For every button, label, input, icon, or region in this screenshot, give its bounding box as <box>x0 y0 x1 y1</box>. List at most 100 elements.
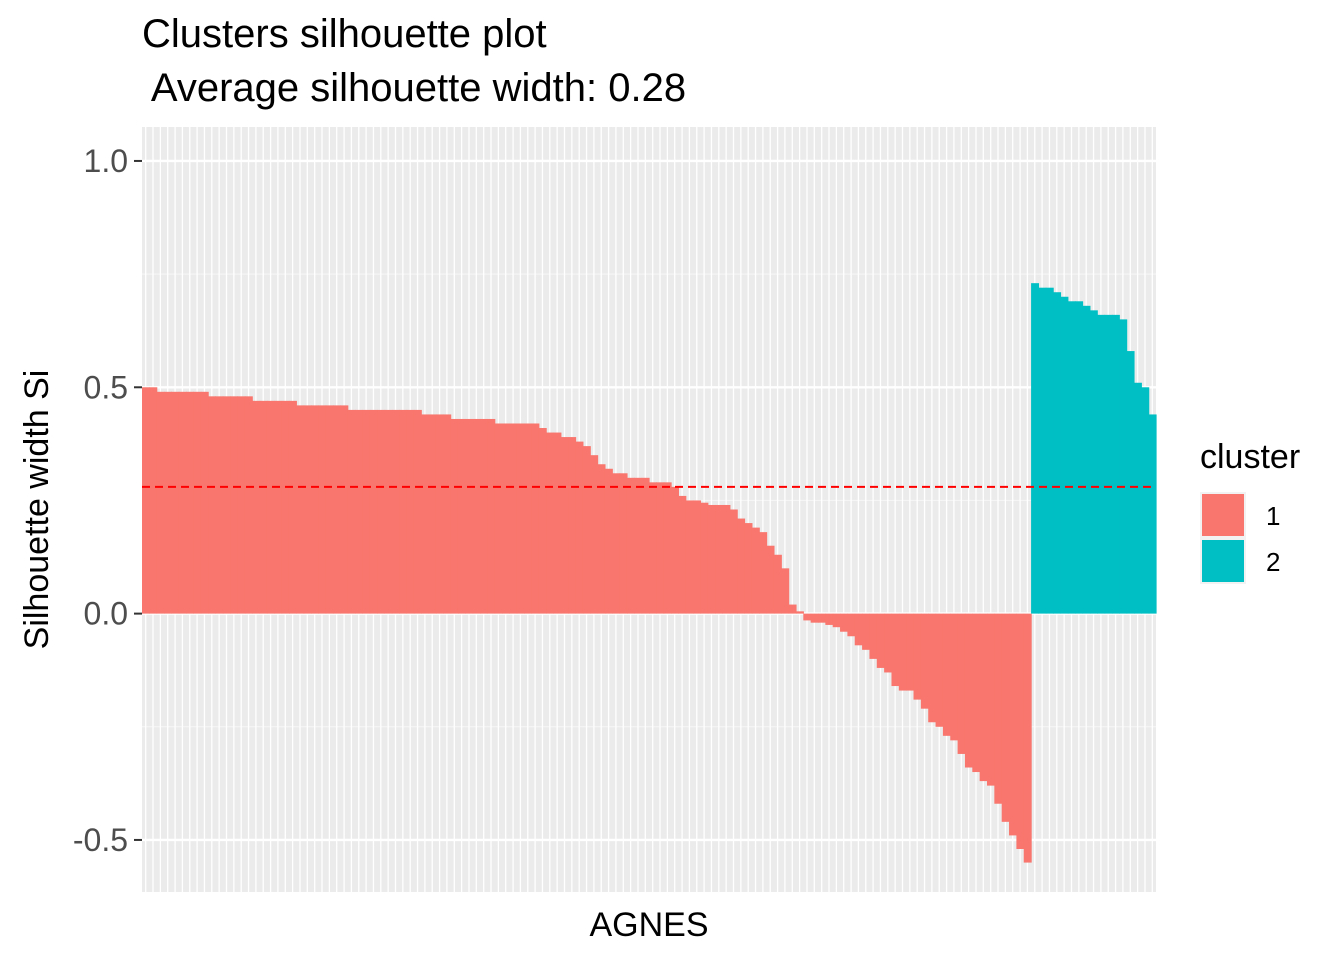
silhouette-bar-cluster-1 <box>355 409 364 614</box>
silhouette-bar-cluster-1 <box>884 613 893 673</box>
silhouette-bar-cluster-1 <box>575 441 584 614</box>
silhouette-bar-cluster-1 <box>854 613 863 646</box>
silhouette-bar-cluster-1 <box>744 523 753 614</box>
silhouette-bar-cluster-1 <box>781 568 790 614</box>
silhouette-bar-cluster-1 <box>590 455 599 614</box>
x-axis-title: AGNES <box>589 906 708 944</box>
silhouette-bar-cluster-1 <box>149 387 158 614</box>
silhouette-bar-cluster-2 <box>1053 292 1062 614</box>
silhouette-bar-cluster-1 <box>538 428 547 614</box>
silhouette-bar-cluster-1 <box>987 613 995 786</box>
legend-key-swatch <box>1202 494 1244 536</box>
silhouette-bar-cluster-2 <box>1126 351 1135 614</box>
silhouette-bar-cluster-1 <box>171 391 180 614</box>
silhouette-bar-cluster-1 <box>964 613 973 768</box>
silhouette-bar-cluster-1 <box>979 613 988 782</box>
silhouette-bar-cluster-1 <box>715 504 724 614</box>
silhouette-bar-cluster-1 <box>524 423 533 614</box>
silhouette-bar-cluster-1 <box>553 432 562 614</box>
silhouette-bar-cluster-2 <box>1119 319 1128 614</box>
silhouette-bar-cluster-1 <box>406 409 415 614</box>
y-tick-label: 0.5 <box>84 369 128 405</box>
silhouette-bar-cluster-1 <box>788 604 797 614</box>
silhouette-bar-cluster-1 <box>906 613 915 691</box>
y-tick-label: -0.5 <box>73 822 128 858</box>
silhouette-bar-cluster-2 <box>1089 310 1098 614</box>
silhouette-bar-cluster-2 <box>1133 382 1142 614</box>
y-tick-label: 1.0 <box>84 143 128 179</box>
silhouette-bar-cluster-1 <box>913 613 922 700</box>
silhouette-bar-cluster-1 <box>840 613 848 632</box>
silhouette-bar-cluster-1 <box>340 405 349 614</box>
silhouette-bar-cluster-1 <box>1016 613 1025 849</box>
silhouette-bar-cluster-1 <box>619 473 628 614</box>
silhouette-bar-cluster-1 <box>347 409 356 614</box>
silhouette-bar-cluster-1 <box>707 504 716 614</box>
bars <box>142 283 1157 863</box>
silhouette-bar-cluster-1 <box>311 405 319 614</box>
silhouette-bar-cluster-1 <box>421 414 430 614</box>
silhouette-bar-cluster-1 <box>288 400 297 614</box>
silhouette-bar-cluster-1 <box>303 405 312 614</box>
legend-title: cluster <box>1200 438 1300 476</box>
silhouette-bar-cluster-1 <box>222 396 231 614</box>
silhouette-bar-cluster-1 <box>656 482 665 614</box>
silhouette-bar-cluster-1 <box>737 518 746 614</box>
silhouette-bar-cluster-1 <box>773 554 782 614</box>
silhouette-bar-cluster-2 <box>1031 283 1040 614</box>
silhouette-bar-cluster-1 <box>803 613 812 621</box>
silhouette-bar-cluster-1 <box>641 477 650 614</box>
silhouette-bar-cluster-1 <box>546 432 555 614</box>
silhouette-bar-cluster-1 <box>164 391 172 614</box>
silhouette-bar-cluster-1 <box>810 613 819 623</box>
silhouette-bar-cluster-1 <box>472 418 481 614</box>
silhouette-bar-cluster-1 <box>465 418 474 614</box>
silhouette-bar-cluster-1 <box>869 613 878 659</box>
silhouette-bar-cluster-1 <box>693 500 702 614</box>
legend-label: 2 <box>1266 547 1280 577</box>
silhouette-bar-cluster-1 <box>480 418 488 614</box>
y-axis-title: Silhouette width Si <box>18 370 56 650</box>
silhouette-bar-cluster-1 <box>847 613 856 637</box>
silhouette-bar-cluster-1 <box>296 405 305 614</box>
silhouette-bar-cluster-1 <box>252 400 261 614</box>
silhouette-bar-cluster-2 <box>1045 287 1054 614</box>
silhouette-bar-cluster-1 <box>369 409 378 614</box>
silhouette-bar-cluster-1 <box>560 437 569 614</box>
silhouette-bar-cluster-1 <box>487 418 496 614</box>
silhouette-bar-cluster-1 <box>281 400 290 614</box>
silhouette-bar-cluster-2 <box>1075 301 1084 614</box>
silhouette-bar-cluster-2 <box>1038 287 1047 614</box>
silhouette-bar-cluster-1 <box>362 409 371 614</box>
silhouette-bar-cluster-1 <box>685 500 694 614</box>
silhouette-bar-cluster-1 <box>391 409 400 614</box>
silhouette-bar-cluster-2 <box>1082 305 1091 614</box>
silhouette-bar-cluster-1 <box>200 391 209 614</box>
y-tick-label: 0.0 <box>84 596 128 632</box>
silhouette-bar-cluster-1 <box>237 396 246 614</box>
chart-title: Clusters silhouette plot <box>142 12 547 56</box>
silhouette-bar-cluster-2 <box>1148 414 1157 614</box>
silhouette-bar-cluster-1 <box>942 613 951 736</box>
silhouette-bar-cluster-1 <box>274 400 283 614</box>
silhouette-bar-cluster-1 <box>193 391 202 614</box>
legend: cluster 1 2 <box>1200 438 1300 584</box>
silhouette-bar-cluster-1 <box>215 396 224 614</box>
silhouette-bar-cluster-1 <box>612 473 621 614</box>
silhouette-bar-cluster-1 <box>377 409 386 614</box>
silhouette-bar-cluster-1 <box>509 423 518 614</box>
silhouette-bar-cluster-1 <box>178 391 187 614</box>
silhouette-bar-cluster-1 <box>634 477 643 614</box>
silhouette-bar-cluster-1 <box>494 423 503 614</box>
silhouette-bar-cluster-1 <box>413 409 422 614</box>
silhouette-bar-cluster-2 <box>1067 301 1076 614</box>
silhouette-bar-cluster-1 <box>729 509 738 614</box>
silhouette-bar-cluster-1 <box>568 437 577 614</box>
silhouette-bar-cluster-1 <box>502 423 510 614</box>
silhouette-bar-cluster-1 <box>935 613 944 727</box>
silhouette-bar-cluster-1 <box>450 418 459 614</box>
silhouette-bar-cluster-1 <box>333 405 341 614</box>
silhouette-bar-cluster-1 <box>428 414 437 614</box>
silhouette-bar-cluster-1 <box>957 613 966 754</box>
silhouette-bar-cluster-1 <box>1009 613 1017 836</box>
